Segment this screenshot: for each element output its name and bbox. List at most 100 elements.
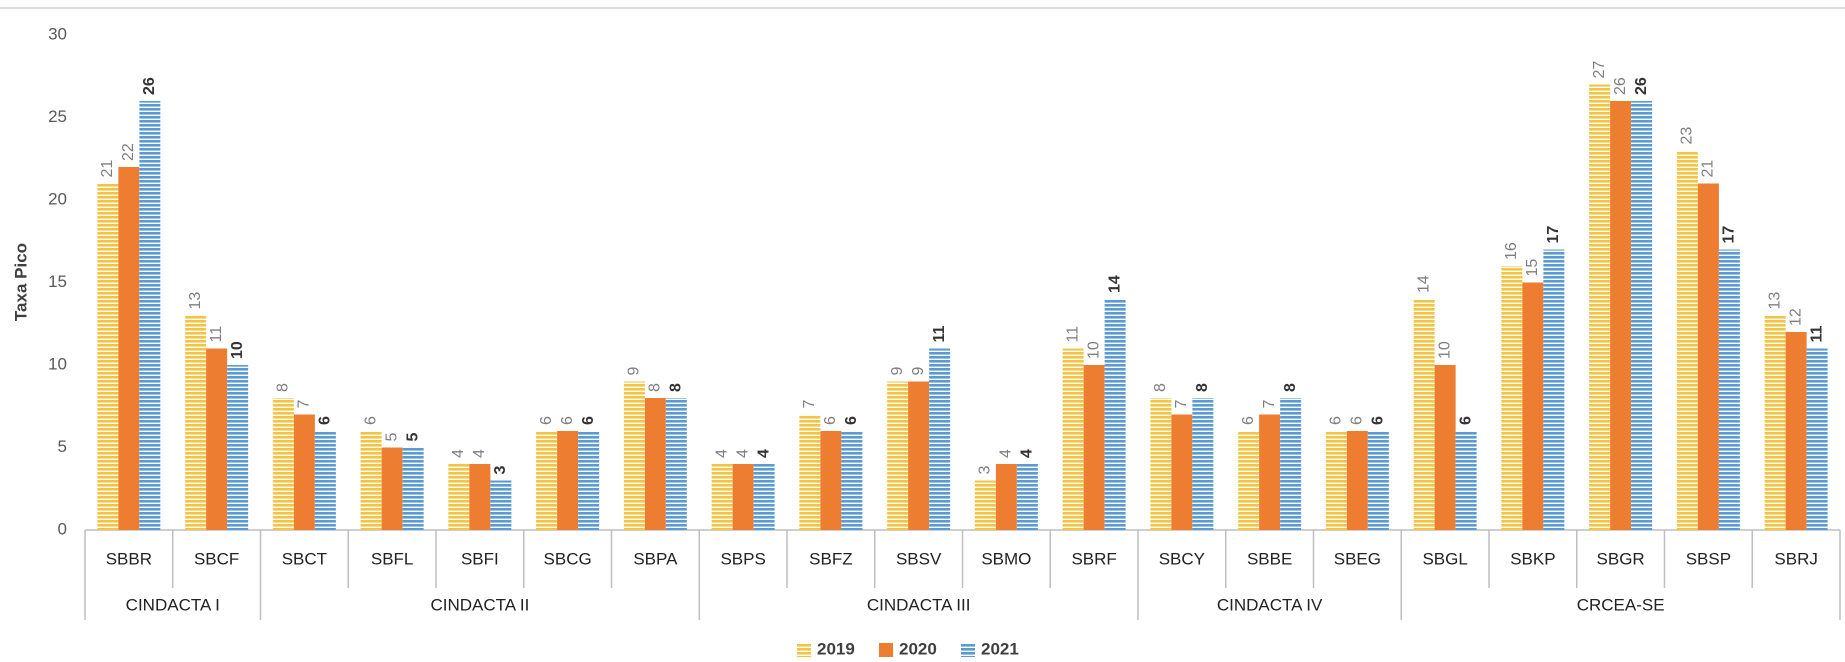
bar bbox=[711, 464, 733, 530]
value-label: 6 bbox=[822, 416, 839, 425]
value-label: 21 bbox=[1700, 160, 1717, 178]
value-label: 11 bbox=[1064, 326, 1081, 343]
value-label: 26 bbox=[1612, 77, 1629, 95]
bar bbox=[1238, 431, 1260, 530]
bar bbox=[753, 464, 775, 530]
legend-label: 2021 bbox=[981, 639, 1019, 658]
bar bbox=[490, 480, 512, 530]
value-label: 4 bbox=[1019, 449, 1036, 458]
bar bbox=[995, 464, 1017, 530]
bar bbox=[887, 381, 909, 530]
value-label: 9 bbox=[910, 367, 927, 376]
value-label: 7 bbox=[801, 400, 818, 409]
value-label: 21 bbox=[99, 160, 116, 178]
value-label: 4 bbox=[755, 449, 772, 458]
x-tick-label: SBCF bbox=[194, 549, 239, 568]
bar bbox=[1676, 150, 1698, 530]
value-label: 15 bbox=[1524, 259, 1541, 277]
value-label: 6 bbox=[1457, 416, 1474, 425]
x-tick-label: SBGR bbox=[1597, 549, 1645, 568]
value-label: 8 bbox=[275, 383, 292, 392]
y-axis-label: Taxa Pico bbox=[11, 243, 30, 321]
value-label: 6 bbox=[538, 416, 555, 425]
group-label: CRCEA-SE bbox=[1577, 595, 1665, 614]
bar bbox=[820, 431, 842, 530]
bar bbox=[360, 431, 382, 530]
bar bbox=[1785, 332, 1807, 530]
value-label: 3 bbox=[492, 466, 509, 475]
value-label: 3 bbox=[977, 466, 994, 475]
value-label: 16 bbox=[1503, 242, 1520, 260]
x-tick-label: SBKP bbox=[1510, 549, 1555, 568]
x-tick-label: SBFL bbox=[371, 549, 414, 568]
value-label: 4 bbox=[450, 449, 467, 458]
y-tick-label: 15 bbox=[48, 272, 67, 291]
value-label: 7 bbox=[1261, 400, 1278, 409]
legend-label: 2020 bbox=[899, 639, 937, 658]
value-label: 6 bbox=[843, 416, 860, 425]
bar bbox=[1806, 348, 1828, 530]
bar bbox=[97, 183, 119, 530]
value-label: 6 bbox=[580, 416, 597, 425]
value-label: 6 bbox=[317, 416, 334, 425]
value-label: 26 bbox=[1633, 77, 1650, 95]
bar bbox=[1259, 414, 1281, 530]
x-tick-label: SBBE bbox=[1247, 549, 1292, 568]
group-label: CINDACTA IV bbox=[1217, 595, 1323, 614]
value-label: 6 bbox=[1240, 416, 1257, 425]
y-tick-label: 10 bbox=[48, 354, 67, 373]
bar bbox=[1610, 101, 1632, 530]
value-label: 14 bbox=[1106, 275, 1123, 293]
value-label: 12 bbox=[1787, 308, 1804, 326]
x-tick-label: SBBR bbox=[106, 549, 152, 568]
value-label: 27 bbox=[1591, 61, 1608, 79]
y-tick-label: 20 bbox=[48, 189, 67, 208]
value-label: 4 bbox=[998, 449, 1015, 458]
value-label: 10 bbox=[1436, 341, 1453, 359]
value-label: 8 bbox=[668, 383, 685, 392]
x-tick-label: SBRF bbox=[1071, 549, 1116, 568]
value-label: 10 bbox=[1085, 341, 1102, 359]
value-label: 13 bbox=[187, 292, 204, 310]
value-label: 4 bbox=[734, 449, 751, 458]
bar bbox=[974, 480, 996, 530]
value-label: 4 bbox=[471, 449, 488, 458]
bar bbox=[381, 447, 403, 530]
bar bbox=[1325, 431, 1347, 530]
bar bbox=[272, 398, 294, 530]
value-label: 8 bbox=[1152, 383, 1169, 392]
value-label: 11 bbox=[208, 326, 225, 343]
x-tick-label: SBFZ bbox=[809, 549, 852, 568]
bar bbox=[139, 101, 161, 530]
x-tick-label: SBEG bbox=[1334, 549, 1381, 568]
bar bbox=[1522, 282, 1544, 530]
bar bbox=[1171, 414, 1193, 530]
group-label: CINDACTA III bbox=[867, 595, 971, 614]
bar bbox=[578, 431, 600, 530]
bar bbox=[1718, 249, 1740, 530]
value-label: 14 bbox=[1415, 275, 1432, 293]
group-label: CINDACTA I bbox=[126, 595, 220, 614]
bar bbox=[1346, 431, 1368, 530]
group-label: CINDACTA II bbox=[430, 595, 529, 614]
bar bbox=[185, 315, 207, 530]
bar bbox=[1543, 249, 1565, 530]
value-label: 6 bbox=[1328, 416, 1345, 425]
bar bbox=[799, 414, 821, 530]
x-tick-label: SBCT bbox=[282, 549, 327, 568]
x-tick-label: SBMO bbox=[981, 549, 1031, 568]
bar bbox=[1367, 431, 1389, 530]
bar bbox=[536, 431, 558, 530]
bar bbox=[1280, 398, 1302, 530]
value-label: 6 bbox=[362, 416, 379, 425]
value-label: 11 bbox=[931, 325, 948, 342]
legend-swatch bbox=[797, 643, 811, 657]
value-label: 4 bbox=[713, 449, 730, 458]
bar bbox=[908, 381, 930, 530]
x-tick-label: SBCY bbox=[1159, 549, 1205, 568]
value-label: 9 bbox=[626, 367, 643, 376]
x-tick-label: SBRJ bbox=[1774, 549, 1817, 568]
bar bbox=[557, 431, 579, 530]
bar bbox=[929, 348, 951, 530]
